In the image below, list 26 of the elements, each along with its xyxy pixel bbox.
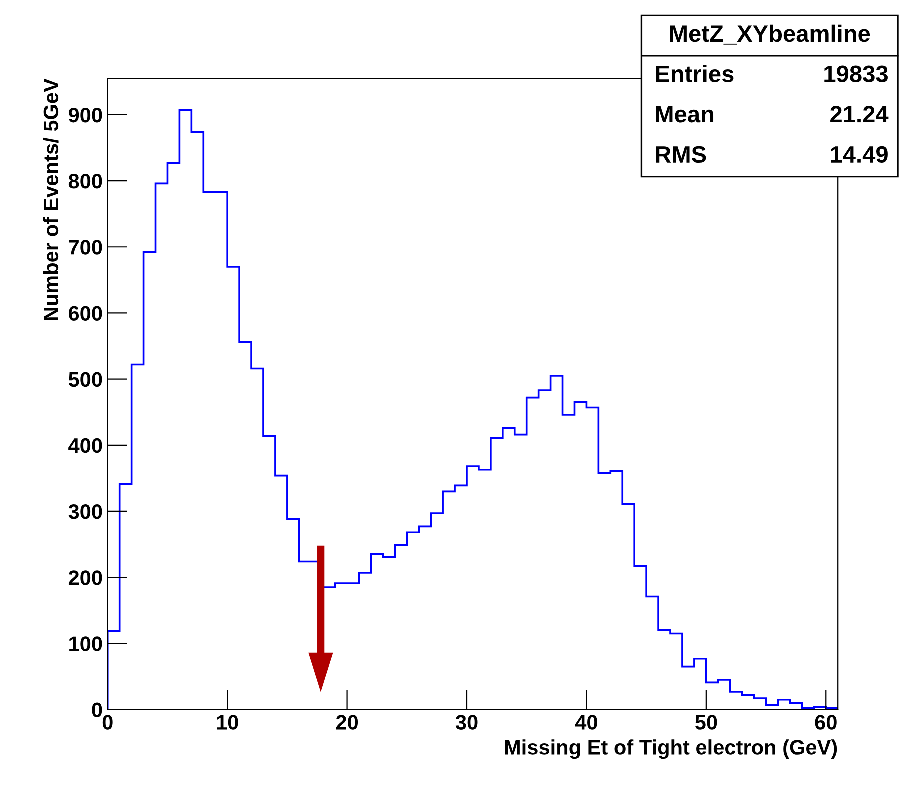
y-tick-label: 600: [69, 306, 102, 321]
x-tick-label: 20: [336, 715, 358, 730]
annotation: RMS: [656, 146, 706, 164]
x-tick-label: 10: [217, 715, 238, 730]
x-tick-label: 30: [456, 715, 478, 730]
y-tick-label: 400: [68, 438, 102, 454]
y-tick-label: 800: [68, 174, 102, 189]
y-tick-label: 0: [92, 702, 102, 718]
x-tick-label: 0: [102, 715, 113, 730]
x-tick-label: 60: [815, 715, 837, 730]
x-tick-label: 50: [695, 715, 718, 730]
annotation: Mean: [656, 106, 714, 123]
y-tick-label: 100: [70, 636, 102, 652]
annotation: Entries: [656, 65, 734, 82]
y-tick-label: 300: [68, 504, 102, 520]
y-tick-label: 700: [69, 240, 102, 255]
y-tick-label: 200: [68, 570, 102, 586]
annotation: 14.49: [831, 146, 888, 164]
y-axis-title: Number of Events/ 5GeV: [43, 78, 59, 320]
x-axis-title: Missing Et of Tight electron (GeV): [505, 740, 838, 760]
x-tick-label: 40: [575, 715, 598, 730]
y-tick-label: 900: [68, 108, 102, 123]
annotation: 21.24: [830, 106, 889, 123]
annotation: 19833: [824, 66, 888, 83]
text: MetZ_XYbeamline: [670, 24, 870, 45]
y-tick-label: 500: [68, 372, 102, 388]
